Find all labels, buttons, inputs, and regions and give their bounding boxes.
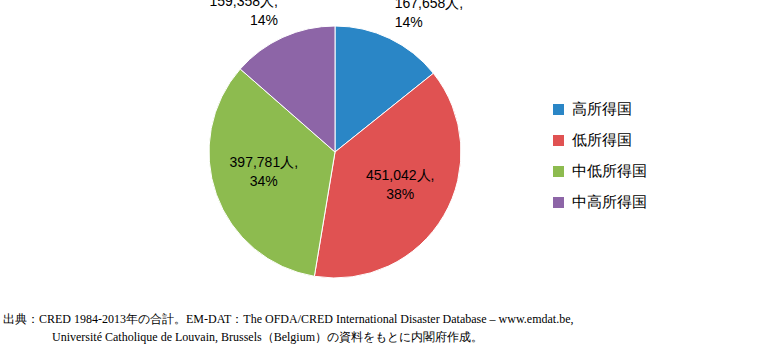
svg-text:397,781人,34%: 397,781人,34% <box>230 154 299 189</box>
svg-text:159,358人,14%: 159,358人,14% <box>210 0 279 28</box>
svg-text:167,658人,14%: 167,658人,14% <box>395 0 464 30</box>
html-text:出典：CRED 1984-2013年の合計。EM-DAT：T: 出典：CRED 1984-2013年の合計。EM-DAT：The OFDA/CR… <box>3 312 574 326</box>
html-text:高所得国: 高所得国 <box>572 100 632 117</box>
html-text:Université Catholique de Louva: Université Catholique de Louvain, Brusse… <box>52 330 483 344</box>
svg-text:451,042人,38%: 451,042人,38% <box>366 167 435 202</box>
html-text:中低所得国: 中低所得国 <box>572 162 647 179</box>
html-text:中高所得国: 中高所得国 <box>572 193 647 210</box>
html-text:低所得国: 低所得国 <box>572 131 632 148</box>
